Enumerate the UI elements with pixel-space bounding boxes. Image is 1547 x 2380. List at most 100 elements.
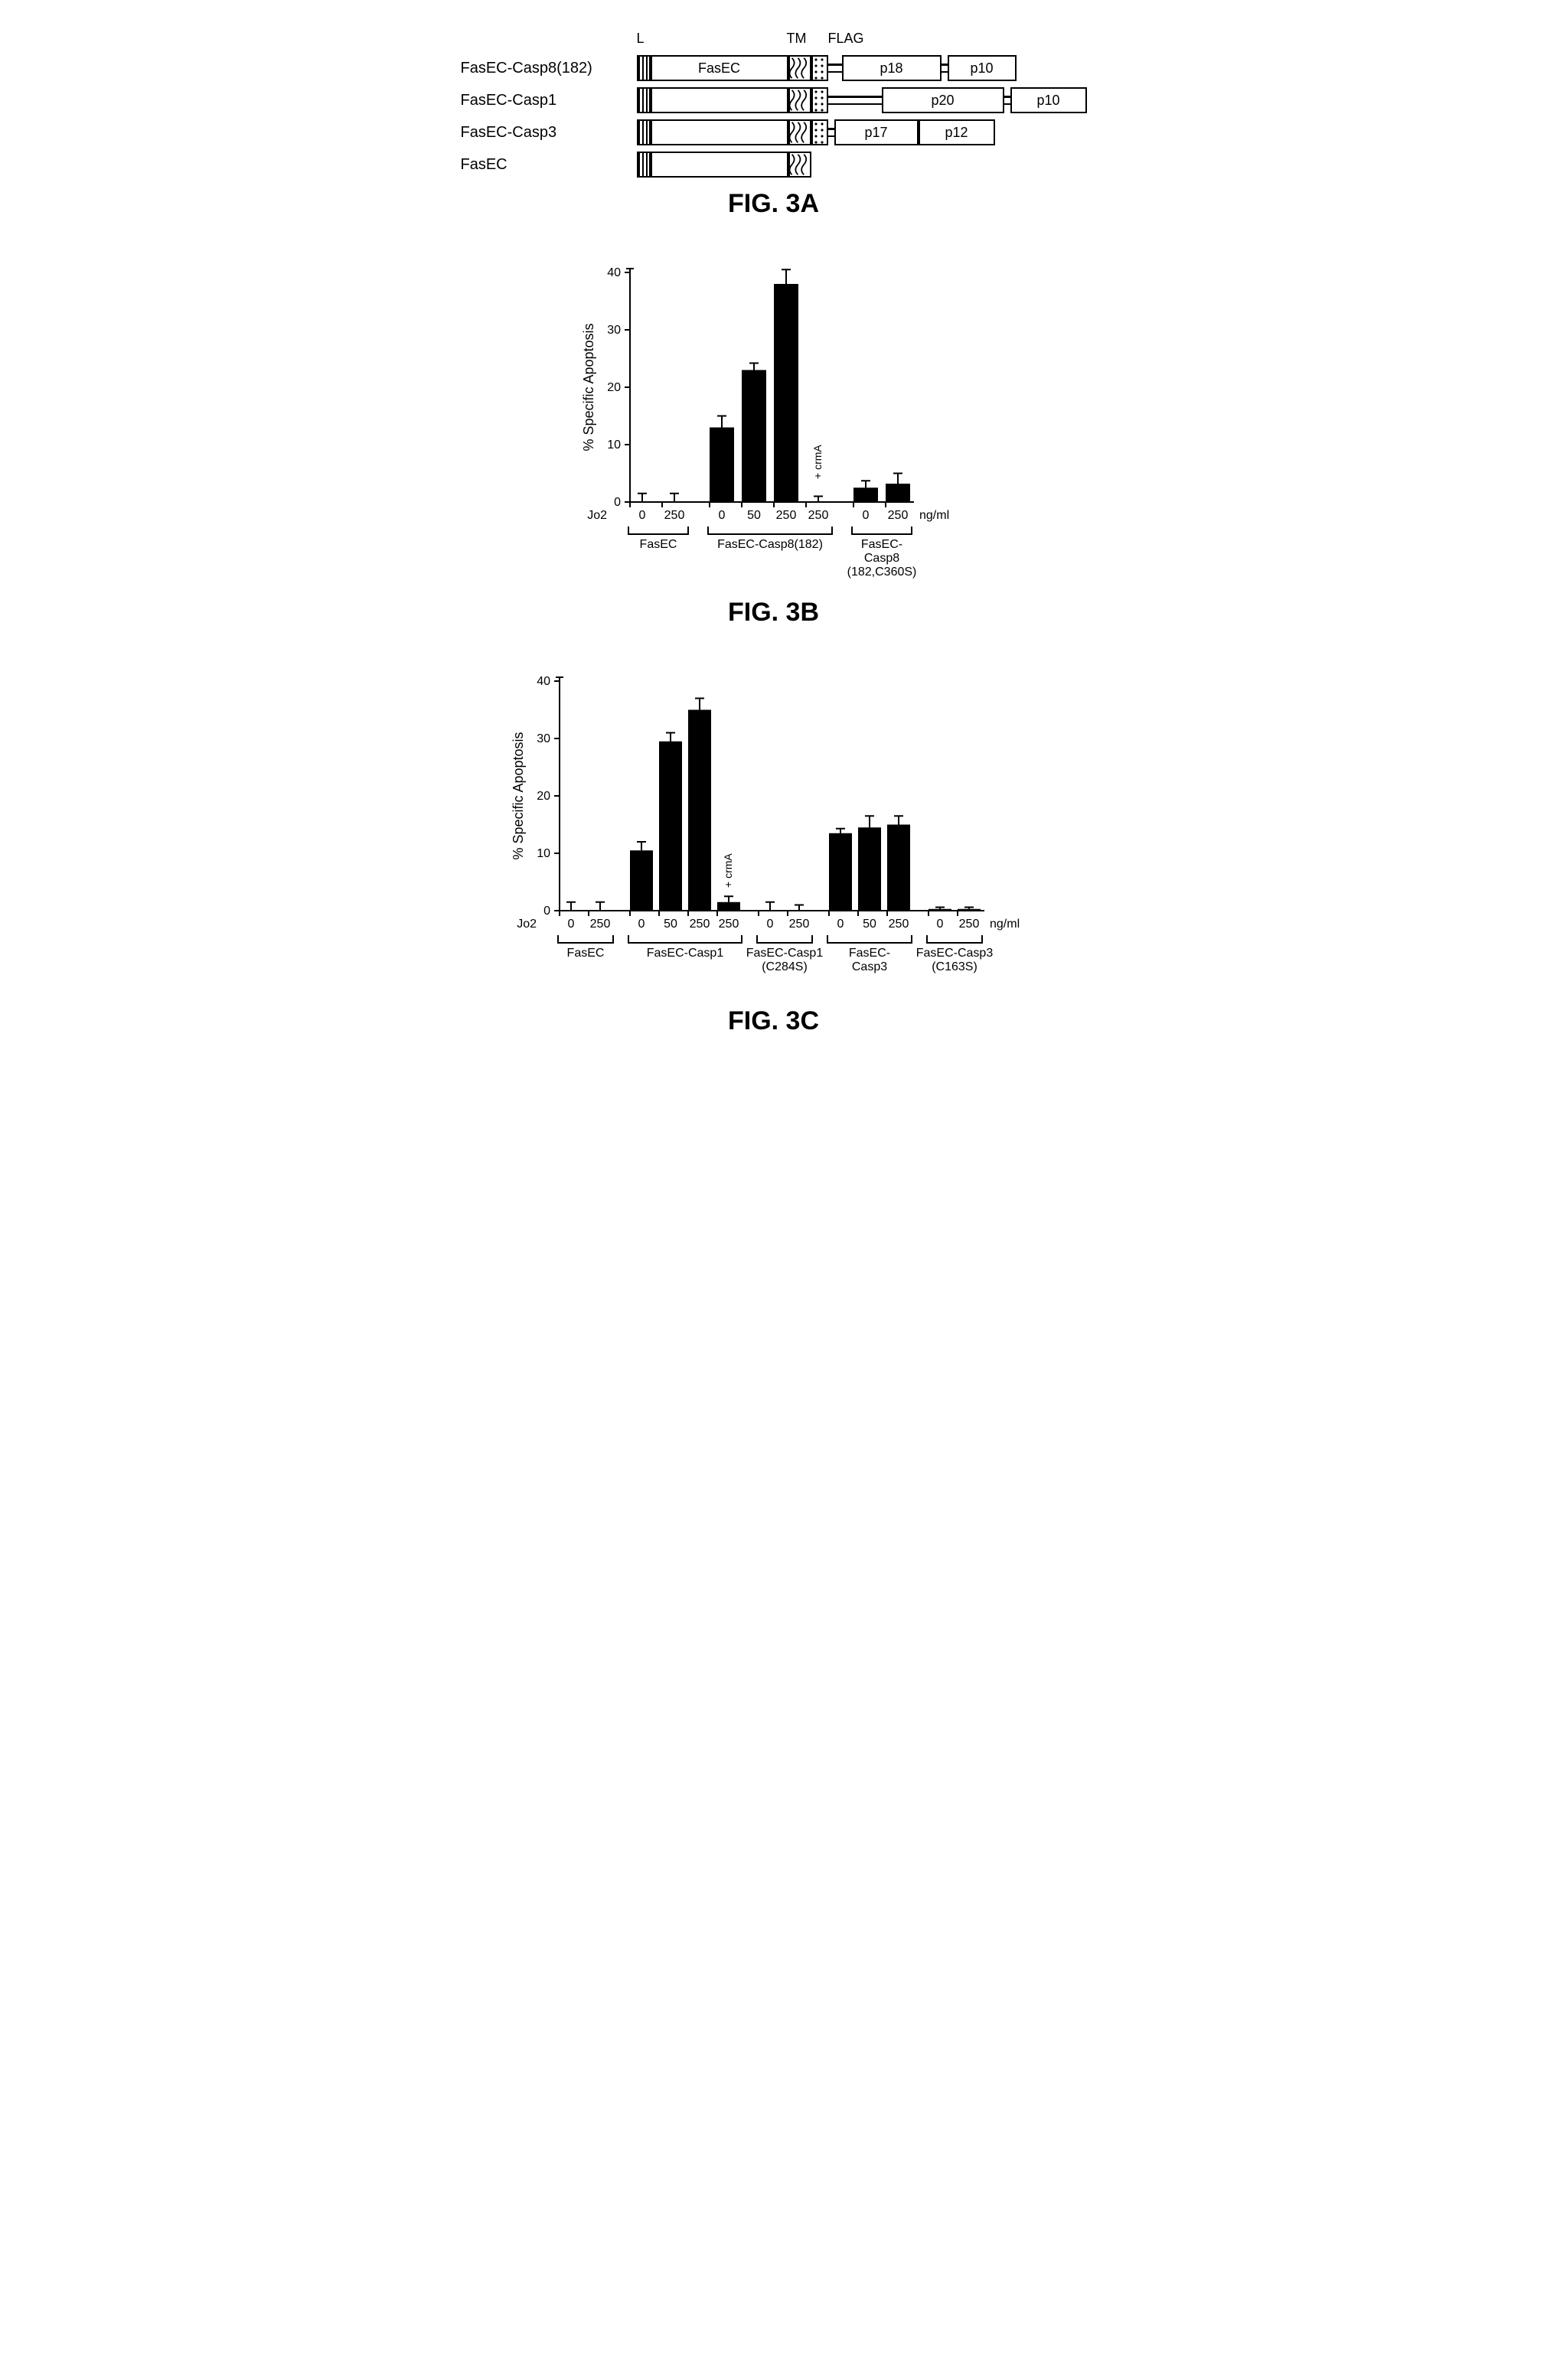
data-bar bbox=[886, 484, 910, 502]
ytick-label: 40 bbox=[537, 675, 550, 688]
xtick-label: 50 bbox=[664, 918, 677, 931]
group-label: FasEC-Casp1 bbox=[646, 947, 723, 960]
xtick-label: 50 bbox=[747, 509, 761, 522]
segment-box: FasEC bbox=[651, 55, 788, 81]
construct-label: FasEC bbox=[461, 156, 637, 174]
xtick-label: 250 bbox=[958, 918, 979, 931]
construct-row: p20p10 bbox=[637, 87, 1087, 113]
segment-dot bbox=[811, 87, 828, 113]
xtick-label: 0 bbox=[766, 918, 773, 931]
ytick-label: 0 bbox=[543, 905, 550, 918]
segment-dbl-narrow bbox=[1004, 87, 1010, 113]
segment-dbl-narrow bbox=[828, 119, 834, 145]
xtick-label: 50 bbox=[863, 918, 876, 931]
xtick-label: 250 bbox=[664, 509, 684, 522]
data-bar bbox=[688, 710, 711, 911]
ytick-label: 20 bbox=[607, 381, 621, 394]
segment-wave bbox=[788, 152, 811, 178]
xtick-label: 250 bbox=[689, 918, 710, 931]
ytick-label: 10 bbox=[537, 847, 550, 860]
group-label: FasEC- bbox=[860, 538, 902, 551]
jo2-label: Jo2 bbox=[517, 918, 537, 931]
header-label: TM bbox=[787, 31, 807, 47]
segment-box: p10 bbox=[1010, 87, 1087, 113]
group-label: FasEC- bbox=[848, 947, 889, 960]
data-bar bbox=[853, 487, 878, 502]
y-axis-label: % Specific Apoptosis bbox=[581, 323, 596, 451]
segment-box: p12 bbox=[919, 119, 995, 145]
group-label: FasEC-Casp3 bbox=[915, 947, 993, 960]
data-bar bbox=[929, 909, 951, 911]
ytick-label: 40 bbox=[607, 266, 621, 279]
unit-label: ng/ml bbox=[919, 509, 949, 522]
data-bar bbox=[742, 370, 766, 503]
group-label: FasEC-Casp1 bbox=[746, 947, 823, 960]
segment-hatchL bbox=[637, 119, 651, 145]
xtick-label: 250 bbox=[887, 509, 908, 522]
data-bar bbox=[710, 428, 734, 503]
segment-dot bbox=[811, 55, 828, 81]
data-bar bbox=[659, 742, 682, 911]
xtick-label: 0 bbox=[837, 918, 844, 931]
ytick-label: 30 bbox=[607, 324, 621, 337]
construct-label: FasEC-Casp3 bbox=[461, 124, 637, 142]
segment-dbl bbox=[828, 55, 842, 81]
construct-label: FasEC-Casp8(182) bbox=[461, 60, 637, 77]
group-label: Casp3 bbox=[851, 960, 886, 973]
bar-chart-3b: 010203040% Specific Apoptosis02500502502… bbox=[576, 257, 971, 586]
data-bar bbox=[858, 827, 881, 911]
construct-diagram: LTMFLAGFasEC-Casp8(182)FasECp18p10FasEC-… bbox=[461, 31, 1087, 178]
xtick-label: 250 bbox=[775, 509, 796, 522]
segment-box: p20 bbox=[882, 87, 1004, 113]
unit-label: ng/ml bbox=[990, 918, 1020, 931]
ytick-label: 10 bbox=[607, 439, 621, 452]
figure-title-3a: FIG. 3A bbox=[728, 189, 819, 219]
ytick-label: 30 bbox=[537, 732, 550, 745]
xtick-label: 250 bbox=[589, 918, 610, 931]
segment-wave bbox=[788, 55, 811, 81]
segment-hatchL bbox=[637, 152, 651, 178]
header-label: L bbox=[637, 31, 645, 47]
data-bar bbox=[887, 825, 910, 911]
segment-box: p18 bbox=[842, 55, 942, 81]
group-label: FasEC-Casp8(182) bbox=[717, 538, 823, 551]
segment-wave bbox=[788, 87, 811, 113]
bar-annotation: + crmA bbox=[722, 853, 734, 888]
segment-box: p10 bbox=[948, 55, 1017, 81]
figure-3a: LTMFLAGFasEC-Casp8(182)FasECp18p10FasEC-… bbox=[461, 31, 1087, 219]
xtick-label: 250 bbox=[718, 918, 739, 931]
segment-hatchL bbox=[637, 87, 651, 113]
xtick-label: 0 bbox=[567, 918, 574, 931]
segment-dbl-narrow bbox=[942, 55, 948, 81]
ytick-label: 0 bbox=[614, 496, 621, 509]
segment-box bbox=[651, 152, 788, 178]
data-bar bbox=[630, 850, 653, 911]
xtick-label: 250 bbox=[788, 918, 809, 931]
group-label: FasEC bbox=[639, 538, 677, 551]
construct-label: FasEC-Casp1 bbox=[461, 92, 637, 109]
xtick-label: 0 bbox=[936, 918, 943, 931]
segment-dot bbox=[811, 119, 828, 145]
bar-chart-3c: 010203040% Specific Apoptosis02500502502… bbox=[506, 666, 1042, 995]
group-label: (C163S) bbox=[932, 960, 977, 973]
y-axis-label: % Specific Apoptosis bbox=[511, 732, 526, 859]
figure-3b: 010203040% Specific Apoptosis02500502502… bbox=[576, 257, 971, 628]
construct-row: FasEC p18p10 bbox=[637, 55, 1087, 81]
group-label: (C284S) bbox=[762, 960, 808, 973]
group-label: (182,C360S) bbox=[847, 566, 916, 579]
data-bar bbox=[829, 833, 852, 911]
figure-title-3c: FIG. 3C bbox=[728, 1006, 819, 1036]
jo2-label: Jo2 bbox=[587, 509, 607, 522]
data-bar bbox=[958, 909, 981, 911]
segment-dbl-wide bbox=[828, 87, 882, 113]
xtick-label: 250 bbox=[888, 918, 909, 931]
xtick-label: 0 bbox=[862, 509, 869, 522]
bar-annotation: + crmA bbox=[811, 445, 824, 479]
group-label: FasEC bbox=[566, 947, 604, 960]
segment-hatchL bbox=[637, 55, 651, 81]
segment-box bbox=[651, 119, 788, 145]
xtick-label: 250 bbox=[808, 509, 828, 522]
figure-3c: 010203040% Specific Apoptosis02500502502… bbox=[506, 666, 1042, 1036]
group-label: Casp8 bbox=[863, 552, 899, 565]
construct-row bbox=[637, 152, 1087, 178]
